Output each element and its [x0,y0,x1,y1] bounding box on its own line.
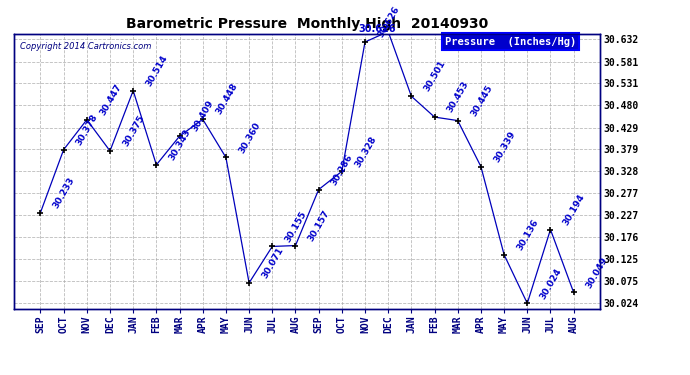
Text: 30.448: 30.448 [214,82,239,117]
Text: 30.514: 30.514 [144,53,170,88]
Text: 30.445: 30.445 [469,83,494,118]
Text: 30.378: 30.378 [75,112,100,147]
Text: 30.157: 30.157 [306,208,332,243]
Text: Copyright 2014 Cartronics.com: Copyright 2014 Cartronics.com [19,42,151,51]
Title: Barometric Pressure  Monthly High  20140930: Barometric Pressure Monthly High 2014093… [126,17,489,31]
Text: 30.650: 30.650 [0,374,1,375]
Text: 30.409: 30.409 [190,99,216,134]
Text: 30.339: 30.339 [492,129,517,164]
Text: 30.453: 30.453 [446,80,471,114]
Text: Pressure  (Inches/Hg): Pressure (Inches/Hg) [445,36,576,46]
Text: 30.328: 30.328 [353,134,378,169]
Text: 30.447: 30.447 [98,82,124,117]
Text: 30.049: 30.049 [584,255,610,290]
Text: 30.024: 30.024 [538,266,564,300]
Text: 30.343: 30.343 [168,128,193,162]
Text: 30.286: 30.286 [330,152,355,187]
Text: 30.136: 30.136 [515,217,540,252]
Text: 30.626: 30.626 [358,24,395,34]
Text: 30.360: 30.360 [237,120,262,154]
Text: 30.194: 30.194 [562,192,586,227]
Text: 30.233: 30.233 [52,176,77,210]
Text: 30.071: 30.071 [260,246,285,280]
Text: 30.155: 30.155 [284,209,308,244]
Text: 30.375: 30.375 [121,114,146,148]
Text: 30.501: 30.501 [422,59,447,93]
Text: 30.626: 30.626 [376,5,401,39]
